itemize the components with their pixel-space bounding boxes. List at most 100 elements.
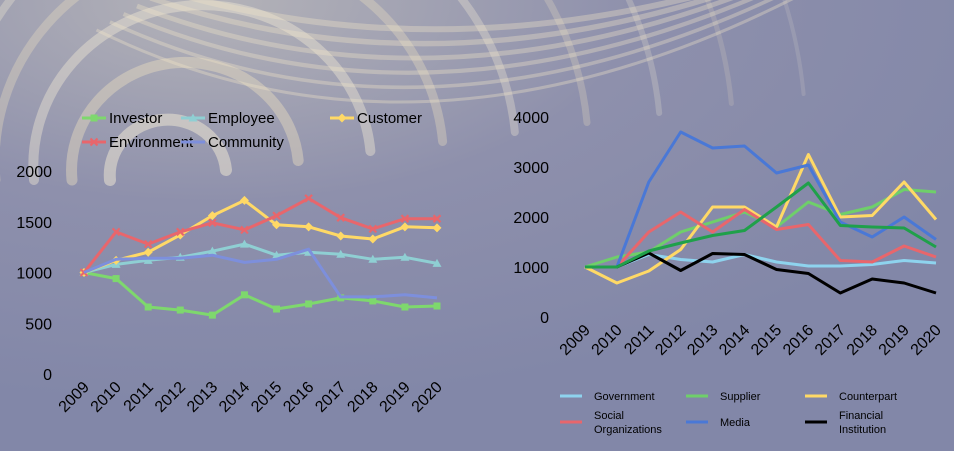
right-x-tick-label: 2015 <box>748 322 785 359</box>
data-point <box>433 302 441 310</box>
right-x-tick-label: 2014 <box>716 322 753 359</box>
data-point <box>369 297 377 305</box>
data-point <box>176 306 184 314</box>
swirl-arc <box>103 113 232 186</box>
data-point <box>240 225 249 235</box>
right-x-tick-label: 2012 <box>652 322 689 359</box>
right-x-tick-label: 2010 <box>589 322 626 359</box>
left-series-environment <box>79 194 442 277</box>
left-y-axis: 0 500 1000 1500 2000 <box>16 164 52 384</box>
data-point <box>400 214 410 223</box>
data-point <box>432 223 442 233</box>
data-point <box>143 239 153 249</box>
data-point <box>207 211 217 221</box>
data-point <box>305 300 313 308</box>
series-line <box>83 271 438 317</box>
data-point <box>239 195 249 205</box>
left-legend: Investor Employee Customer Environment Commu… <box>82 110 422 151</box>
left-y-tick-label: 0 <box>43 367 52 384</box>
series-line <box>585 181 937 269</box>
data-point <box>208 218 217 228</box>
right-y-tick-label: 3000 <box>513 160 549 177</box>
series-line <box>83 247 438 300</box>
data-point <box>432 214 442 223</box>
swirl-arc <box>0 0 519 136</box>
legend-item: Counterpart <box>805 391 897 403</box>
right-y-axis: 0 1000 2000 3000 4000 <box>513 110 549 327</box>
legend-item: Media <box>686 417 751 429</box>
swirl-arc <box>136 0 734 61</box>
right-x-tick-label: 2017 <box>812 322 849 359</box>
left-y-tick-label: 1500 <box>16 215 52 232</box>
data-point <box>143 255 153 264</box>
right-x-tick-label: 2018 <box>844 322 881 359</box>
right-x-tick-label: 2011 <box>621 322 657 358</box>
data-point <box>208 311 216 319</box>
legend-label: Social Organizations <box>594 410 662 436</box>
swirl-arc <box>95 0 794 104</box>
swirl-arc <box>109 0 774 90</box>
data-point <box>143 247 153 257</box>
legend-item: Investor <box>82 110 162 127</box>
data-point <box>336 213 346 222</box>
data-point <box>175 227 185 237</box>
swirl-arcs <box>0 0 806 186</box>
left-series-employee <box>79 239 442 276</box>
data-point <box>304 222 314 232</box>
swirl-arc <box>28 0 376 185</box>
series-line <box>585 130 937 269</box>
legend-label: Environment <box>109 134 194 151</box>
data-point <box>272 211 281 220</box>
series-line <box>83 198 438 274</box>
legend-item: Social Organizations <box>560 410 662 436</box>
legend-item: Employee <box>181 110 275 127</box>
swirl-arc <box>149 0 713 47</box>
data-point <box>240 291 248 299</box>
data-point <box>432 258 442 267</box>
right-x-tick-label: 2009 <box>557 322 594 359</box>
right-x-tick-label: 2016 <box>780 322 817 359</box>
series-line <box>83 242 438 274</box>
data-point <box>272 220 282 230</box>
data-point <box>400 252 410 261</box>
data-point <box>368 254 378 263</box>
data-point <box>273 305 281 313</box>
legend-item: Government <box>560 391 655 403</box>
data-point <box>188 113 198 122</box>
legend-label: Investor <box>109 110 162 127</box>
left-y-tick-label: 1000 <box>16 266 52 283</box>
legend-label: Supplier <box>720 391 761 403</box>
legend-label: Government <box>594 391 655 403</box>
right-series-media <box>585 130 937 269</box>
legend-item: Environment <box>82 134 194 151</box>
data-point <box>112 275 120 283</box>
swirl-arc <box>188 0 693 33</box>
data-point <box>111 227 121 237</box>
left-series-community <box>83 247 438 300</box>
right-y-tick-label: 0 <box>540 310 549 327</box>
right-x-tick-label: 2019 <box>876 322 913 359</box>
data-point <box>336 231 346 241</box>
legend-item: Supplier <box>686 391 761 403</box>
data-point <box>337 113 347 123</box>
swirl-arcs-top <box>95 0 794 104</box>
data-point <box>89 137 99 147</box>
data-point <box>304 194 313 203</box>
legend-label: Employee <box>208 110 275 127</box>
swirl-arc <box>0 0 448 183</box>
right-series-unnamed <box>585 181 937 269</box>
data-point <box>336 249 346 258</box>
right-x-tick-label: 2013 <box>684 322 721 359</box>
data-point <box>90 114 98 122</box>
left-y-tick-label: 500 <box>25 316 52 333</box>
legend-label: Community <box>208 134 284 151</box>
data-point <box>401 303 409 311</box>
right-x-axis: 2009201020112012201320142015201620172018… <box>557 322 945 359</box>
right-legend: Government Supplier Counterpart Social Organ… <box>560 391 897 436</box>
data-point <box>368 224 378 234</box>
right-y-tick-label: 2000 <box>513 210 549 227</box>
legend-label: Customer <box>357 110 422 127</box>
